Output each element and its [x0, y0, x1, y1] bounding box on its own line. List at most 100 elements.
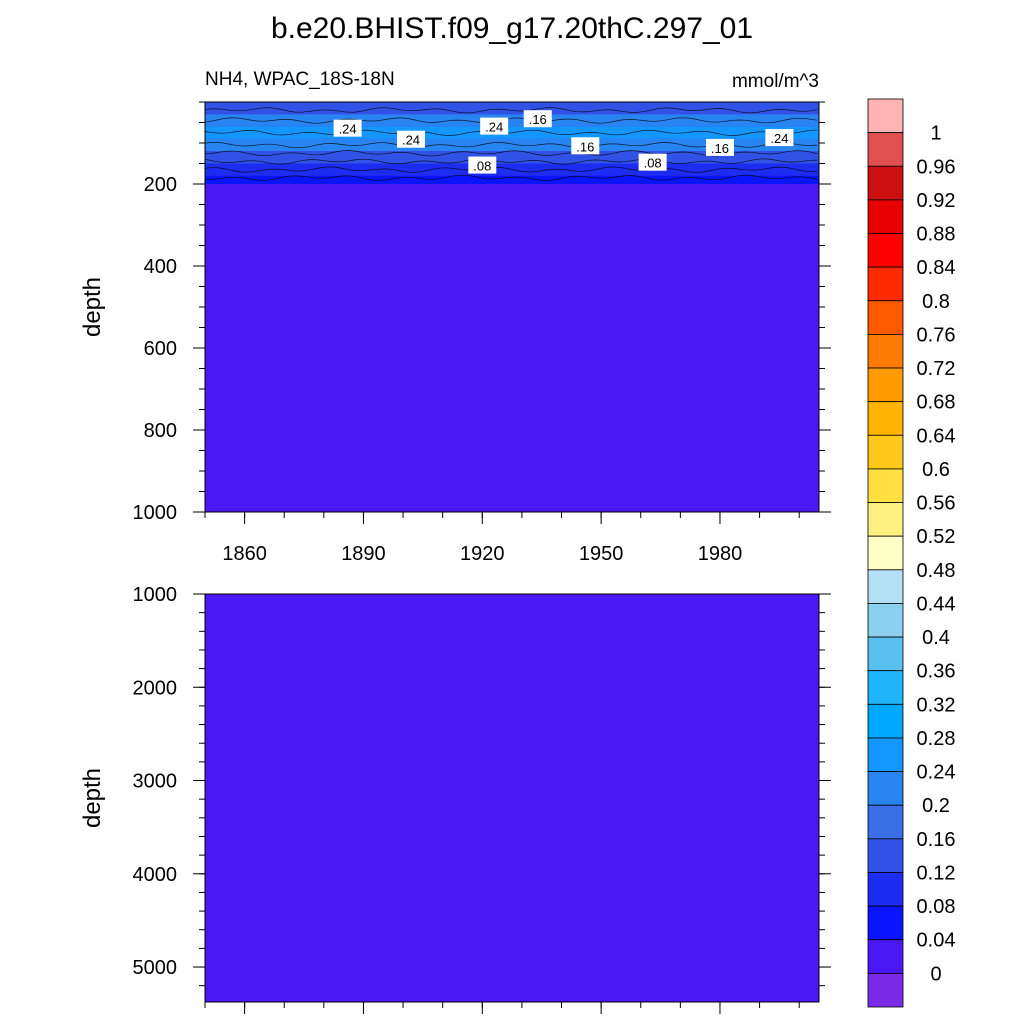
colorbar-swatch — [867, 872, 904, 907]
contour-line — [204, 166, 818, 173]
colorbar-swatch — [867, 98, 904, 134]
colorbar-swatch — [867, 233, 904, 268]
y-tick-label: 1000 — [133, 502, 178, 524]
contour-label: .24 — [333, 119, 362, 137]
colorbar-swatch — [867, 703, 904, 739]
y-tick-label: 2000 — [133, 677, 178, 699]
subtitle-right: mmol/m^3 — [732, 71, 819, 92]
contour-label-box — [765, 129, 794, 147]
x-tick-label: 1890 — [341, 543, 386, 565]
x-tick-label: 1920 — [460, 543, 505, 565]
contour-label-box — [571, 137, 600, 155]
colorbar-swatch — [867, 804, 904, 840]
contour-label-box — [480, 117, 509, 135]
lower-panel: 1000 2000 3000 4000 5000 depth — [79, 584, 831, 1014]
contour-label-text: .16 — [529, 112, 547, 127]
contour-line — [204, 158, 818, 165]
contour-label-text: .24 — [485, 120, 503, 135]
colorbar-label: 0.88 — [917, 224, 956, 246]
x-tick-label: 1950 — [579, 543, 624, 565]
colorbar-label: 0.16 — [917, 829, 956, 851]
colorbar-swatch — [867, 367, 904, 403]
colorbar-label: 0.72 — [917, 358, 956, 380]
colorbar-label: 0.68 — [917, 392, 956, 414]
contour-label-text: .16 — [576, 139, 594, 154]
colorbar-swatch — [867, 266, 904, 302]
colorbar-swatch — [867, 300, 904, 335]
colorbar-label: 0.6 — [922, 459, 950, 481]
colorbar-swatch — [867, 569, 904, 604]
colorbar-label: 0.44 — [917, 593, 956, 615]
y-tick-label: 200 — [144, 174, 177, 196]
contour-label-text: .24 — [770, 131, 788, 146]
contour-label-text: .08 — [644, 156, 662, 171]
colorbar-swatch — [867, 838, 904, 873]
colorbar-label: 0.08 — [917, 896, 956, 918]
depth-band — [205, 175, 819, 184]
colorbar-label: 0.76 — [917, 324, 956, 346]
colorbar-label: 0.2 — [922, 795, 950, 817]
colorbar-label: 0.32 — [917, 694, 956, 716]
colorbar-label: 0 — [930, 963, 941, 985]
y-axis-label-lower: depth — [79, 768, 106, 828]
colorbar-label: 0.48 — [917, 560, 956, 582]
x-tick-label: 1860 — [222, 543, 267, 565]
contour-label-box — [523, 110, 552, 128]
colorbar-swatch — [867, 939, 904, 974]
contour-label: .16 — [523, 110, 552, 128]
contour-label-box — [705, 138, 734, 156]
colorbar-swatch — [867, 771, 904, 806]
colorbar-label: 0.92 — [917, 190, 956, 212]
y-axis-label-upper: depth — [79, 277, 106, 337]
colorbar-label: 0.64 — [917, 425, 956, 447]
colorbar-label: 0.36 — [917, 661, 956, 683]
contour-label: .08 — [468, 156, 497, 174]
contour-label: .16 — [571, 137, 600, 155]
contour-line — [204, 117, 818, 124]
y-tick-label: 5000 — [133, 957, 178, 979]
y-tick-label: 800 — [144, 420, 177, 442]
contour-label-box — [468, 156, 497, 174]
contour-line — [204, 129, 818, 136]
colorbar-swatch — [867, 199, 904, 234]
colorbar-swatch — [867, 165, 904, 201]
colorbar-swatch — [867, 132, 904, 167]
y-tick-label: 600 — [144, 338, 177, 360]
contour-label: .16 — [705, 138, 734, 156]
contour-label: .08 — [638, 153, 667, 171]
y-tick-label: 4000 — [133, 864, 178, 886]
depth-band — [205, 184, 819, 512]
colorbar-swatch — [867, 737, 904, 772]
colorbar-swatch — [867, 535, 904, 571]
contour-label: .24 — [765, 129, 794, 147]
colorbar-label: 0.84 — [917, 257, 956, 279]
colorbar-swatch — [867, 603, 904, 638]
contour-label-text: .16 — [711, 141, 729, 156]
chart-title: b.e20.BHIST.f09_g17.20thC.297_01 — [271, 12, 753, 45]
contour-line — [204, 174, 818, 181]
colorbar-swatch — [867, 434, 904, 470]
colorbar-label: 0.96 — [917, 156, 956, 178]
colorbar-swatch — [867, 636, 904, 672]
colorbar-swatch — [867, 670, 904, 705]
colorbar-swatch — [867, 972, 904, 1008]
colorbar-label: 1 — [930, 123, 941, 145]
contour-line — [204, 107, 818, 114]
contour-line — [204, 150, 818, 157]
depth-band — [205, 102, 819, 115]
colorbar-swatch — [867, 401, 904, 436]
contour-label: .24 — [396, 130, 425, 148]
colorbar-swatch — [867, 905, 904, 941]
contour-label-text: .24 — [339, 122, 357, 137]
colorbar-label: 0.24 — [917, 762, 956, 784]
contour-label-text: .08 — [473, 159, 491, 174]
subtitle-left: NH4, WPAC_18S-18N — [205, 69, 395, 90]
y-tick-label: 400 — [144, 256, 177, 278]
colorbar-label: 0.28 — [917, 728, 956, 750]
plot-area-lower — [204, 593, 820, 1003]
colorbar-swatch — [867, 468, 904, 503]
colorbar: 1 0.96 0.92 0.88 0.84 0.8 0.76 0.72 0.68 0.64 0.6 0… — [867, 98, 956, 1008]
y-tick-label: 1000 — [133, 584, 178, 606]
colorbar-label: 0.56 — [917, 493, 956, 515]
